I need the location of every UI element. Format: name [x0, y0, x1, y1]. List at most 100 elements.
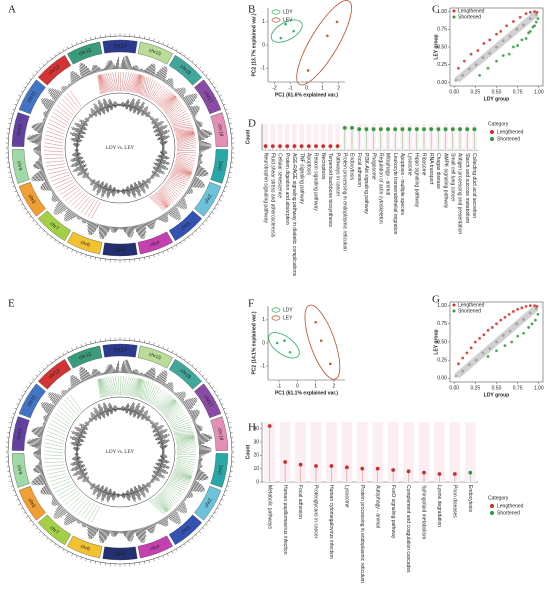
- legend-swatch: [490, 130, 494, 134]
- point: [516, 334, 520, 338]
- chromosome-band: [18, 79, 46, 115]
- lollipop-head: [468, 470, 473, 475]
- panel-label: H: [248, 422, 256, 434]
- x-tick-label: AGE-RAGE signaling pathway in diabetic c…: [291, 153, 297, 277]
- chromosome-label: chr3: [180, 525, 191, 536]
- point: [520, 38, 524, 42]
- point: [501, 334, 505, 337]
- chromosome-label: chr11: [26, 90, 37, 104]
- x-tick-label: Chagas disease: [435, 153, 441, 189]
- chromosome-label: chr9: [15, 160, 23, 171]
- point: [499, 318, 503, 322]
- point: [465, 351, 469, 355]
- lollipop-head: [267, 424, 272, 428]
- lollipop-head: [364, 127, 369, 132]
- category-band: [335, 124, 341, 150]
- x-tick-label: 0.25: [470, 89, 480, 95]
- y-axis-label: PC2 (14.1% explained var.): [251, 311, 257, 374]
- x-tick-label: Lysosome: [344, 485, 350, 508]
- point: [512, 310, 515, 313]
- legend-label: Lengthened: [497, 503, 524, 509]
- category-band: [372, 422, 384, 482]
- lollipop-head: [465, 127, 470, 132]
- panel-label: A: [8, 4, 16, 16]
- point: [279, 36, 283, 40]
- chromosome-label: chr18: [216, 428, 224, 442]
- chromosome-label: chr4: [149, 544, 160, 553]
- x-tick-label: Fluid shear stress and atherosclerosis: [269, 153, 275, 238]
- point: [524, 12, 528, 16]
- line-track: [69, 401, 171, 502]
- x-tick-label: Apoptosis: [305, 153, 311, 175]
- point: [486, 355, 490, 358]
- point: [499, 30, 503, 33]
- chromosome-label: chr3: [180, 221, 191, 232]
- chromosome-band: [137, 535, 173, 559]
- chromosome-band: [168, 359, 202, 390]
- confidence-ellipse: [304, 304, 341, 380]
- x-tick-label: Human cytomegalovirus infection: [328, 485, 334, 559]
- lollipop-head: [298, 462, 303, 467]
- point: [481, 56, 485, 60]
- legend-swatch: [490, 137, 494, 141]
- category-band: [310, 422, 322, 482]
- point: [528, 10, 532, 14]
- chromosome-band: [194, 79, 222, 115]
- point: [457, 66, 460, 70]
- lollipop-head: [329, 464, 334, 468]
- lollipop-head: [422, 127, 426, 132]
- x-tick-label: Neurotrophin signaling pathway: [262, 153, 268, 224]
- x-tick-label: PI3K-Akt signaling pathway: [363, 153, 369, 214]
- chromosome-band: [18, 485, 46, 521]
- chromosome-label: chr13: [78, 47, 92, 57]
- point: [507, 312, 511, 316]
- chromosome-band: [102, 242, 138, 257]
- line-track: [69, 97, 171, 198]
- chromosome-band: [11, 453, 30, 488]
- legend-swatch: [271, 307, 281, 313]
- legend-swatch: [490, 511, 494, 515]
- x-tick-label: 0: [296, 383, 299, 389]
- chromosome-band: [194, 485, 222, 521]
- panel-label: B: [248, 4, 255, 16]
- category-band: [326, 422, 337, 482]
- category-band: [277, 124, 283, 150]
- point: [461, 369, 465, 373]
- point: [284, 22, 287, 26]
- x-tick-label: Endocytosis: [349, 153, 355, 180]
- chromosome-band: [67, 535, 103, 559]
- lollipop-head: [450, 127, 455, 132]
- point: [534, 307, 538, 310]
- x-tick-label: FoxO signaling pathway: [390, 485, 396, 539]
- lollipop-head: [360, 466, 365, 471]
- lollipop-head: [437, 472, 442, 476]
- lollipop-head: [314, 144, 318, 149]
- panel-label: F: [248, 298, 254, 310]
- point: [314, 320, 317, 324]
- lollipop-head: [278, 144, 282, 149]
- y-tick-label: 1: [262, 19, 265, 25]
- point: [505, 24, 509, 28]
- chromosome-band: [102, 546, 138, 561]
- point: [490, 326, 494, 329]
- y-tick-label: 0.75: [437, 321, 447, 327]
- lollipop-head: [472, 127, 477, 132]
- y-axis-label: LEY group: [433, 34, 439, 59]
- y-tick-label: -1: [261, 65, 266, 71]
- point: [528, 311, 532, 315]
- point: [510, 340, 514, 344]
- chromosome-label: chr15: [148, 48, 162, 58]
- point: [495, 349, 498, 353]
- point: [275, 341, 279, 345]
- y-tick-label: 20: [253, 453, 259, 459]
- chromosome-label: chr2: [204, 497, 214, 509]
- x-tick-label: Human papillomavirus infection: [282, 485, 288, 555]
- x-tick-label: Ribosome: [421, 153, 427, 176]
- lollipop-head: [371, 127, 376, 132]
- category-band: [356, 422, 368, 482]
- lollipop-head: [344, 465, 349, 470]
- chromosome-band: [168, 55, 202, 86]
- x-tick-label: Lysine degradation: [436, 485, 442, 527]
- x-tick-label: Focal adhesion: [356, 153, 362, 187]
- x-tick-label: Complement and coagulation cascades: [405, 485, 411, 573]
